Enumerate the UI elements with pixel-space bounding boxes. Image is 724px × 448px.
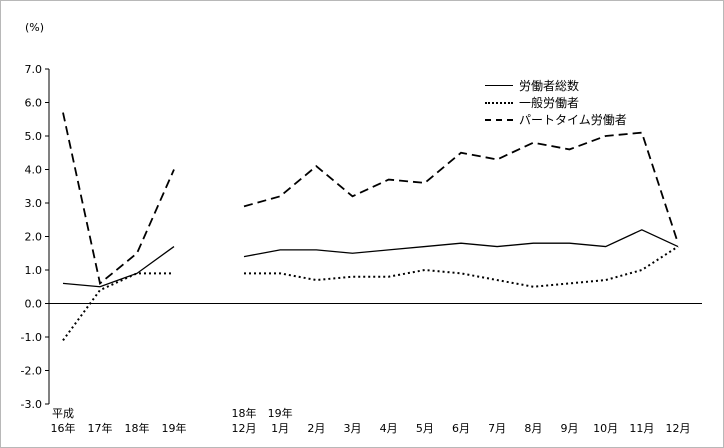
legend-label-general-workers: 一般労働者 xyxy=(519,96,580,110)
x-tick-label: 1月 xyxy=(271,422,289,435)
legend-label-part-time-workers: パートタイム労働者 xyxy=(519,113,627,127)
legend-item: 労働者総数 xyxy=(485,77,627,94)
y-tick-label: 6.0 xyxy=(25,97,43,110)
y-tick-label: -3.0 xyxy=(21,398,42,411)
x-tick-label: 3月 xyxy=(344,422,362,435)
x-tick-label: 10月 xyxy=(593,422,618,435)
y-tick-label: 2.0 xyxy=(25,231,43,244)
legend: 労働者総数 一般労働者 パートタイム労働者 xyxy=(485,77,627,128)
legend-item: 一般労働者 xyxy=(485,94,627,111)
x-tick-label: 17年 xyxy=(88,421,113,435)
x-tick-label: 5月 xyxy=(416,422,434,435)
series-general-workers-monthly xyxy=(244,245,679,288)
x-tick-label: 16年 xyxy=(51,421,76,435)
series-part-time-workers-monthly xyxy=(243,131,679,244)
y-tick-label: 5.0 xyxy=(25,130,43,143)
legend-line-sample-dashed xyxy=(485,118,513,121)
legend-item: パートタイム労働者 xyxy=(485,111,627,128)
x-tick-label: 19年 xyxy=(268,406,293,420)
x-tick-label: 12月 xyxy=(666,422,691,435)
y-axis-unit-label: (%) xyxy=(25,21,45,34)
legend-line-sample-dotted xyxy=(485,101,513,104)
y-tick-label: -2.0 xyxy=(21,365,42,378)
x-tick-label: 8月 xyxy=(524,422,542,435)
y-tick-label: 3.0 xyxy=(25,197,43,210)
x-tick-label: 18年 xyxy=(232,406,257,420)
x-tick-label: 18年 xyxy=(125,421,150,435)
legend-label-total-workers: 労働者総数 xyxy=(519,79,580,93)
series-general-workers-annual xyxy=(62,272,174,341)
series-total-workers-monthly xyxy=(243,229,679,258)
x-tick-label: 9月 xyxy=(561,422,579,435)
x-tick-label: 6月 xyxy=(452,422,470,435)
x-tick-label: 4月 xyxy=(380,422,398,435)
x-tick-label: 19年 xyxy=(162,421,187,435)
series-total-workers-annual xyxy=(62,246,175,288)
y-tick-label: 1.0 xyxy=(25,264,43,277)
y-tick-label: 0.0 xyxy=(25,298,43,311)
x-tick-label: 11月 xyxy=(629,422,654,435)
y-tick-label: 4.0 xyxy=(25,164,43,177)
x-tick-label: 12月 xyxy=(232,422,257,435)
series-part-time-workers-annual xyxy=(62,112,175,286)
y-tick-label: 7.0 xyxy=(25,63,43,76)
y-tick-label: -1.0 xyxy=(21,331,42,344)
x-tick-label: 7月 xyxy=(488,422,506,435)
legend-line-sample-solid xyxy=(485,85,513,86)
x-tick-label: 平成 xyxy=(52,407,74,420)
x-tick-label: 2月 xyxy=(307,422,325,435)
